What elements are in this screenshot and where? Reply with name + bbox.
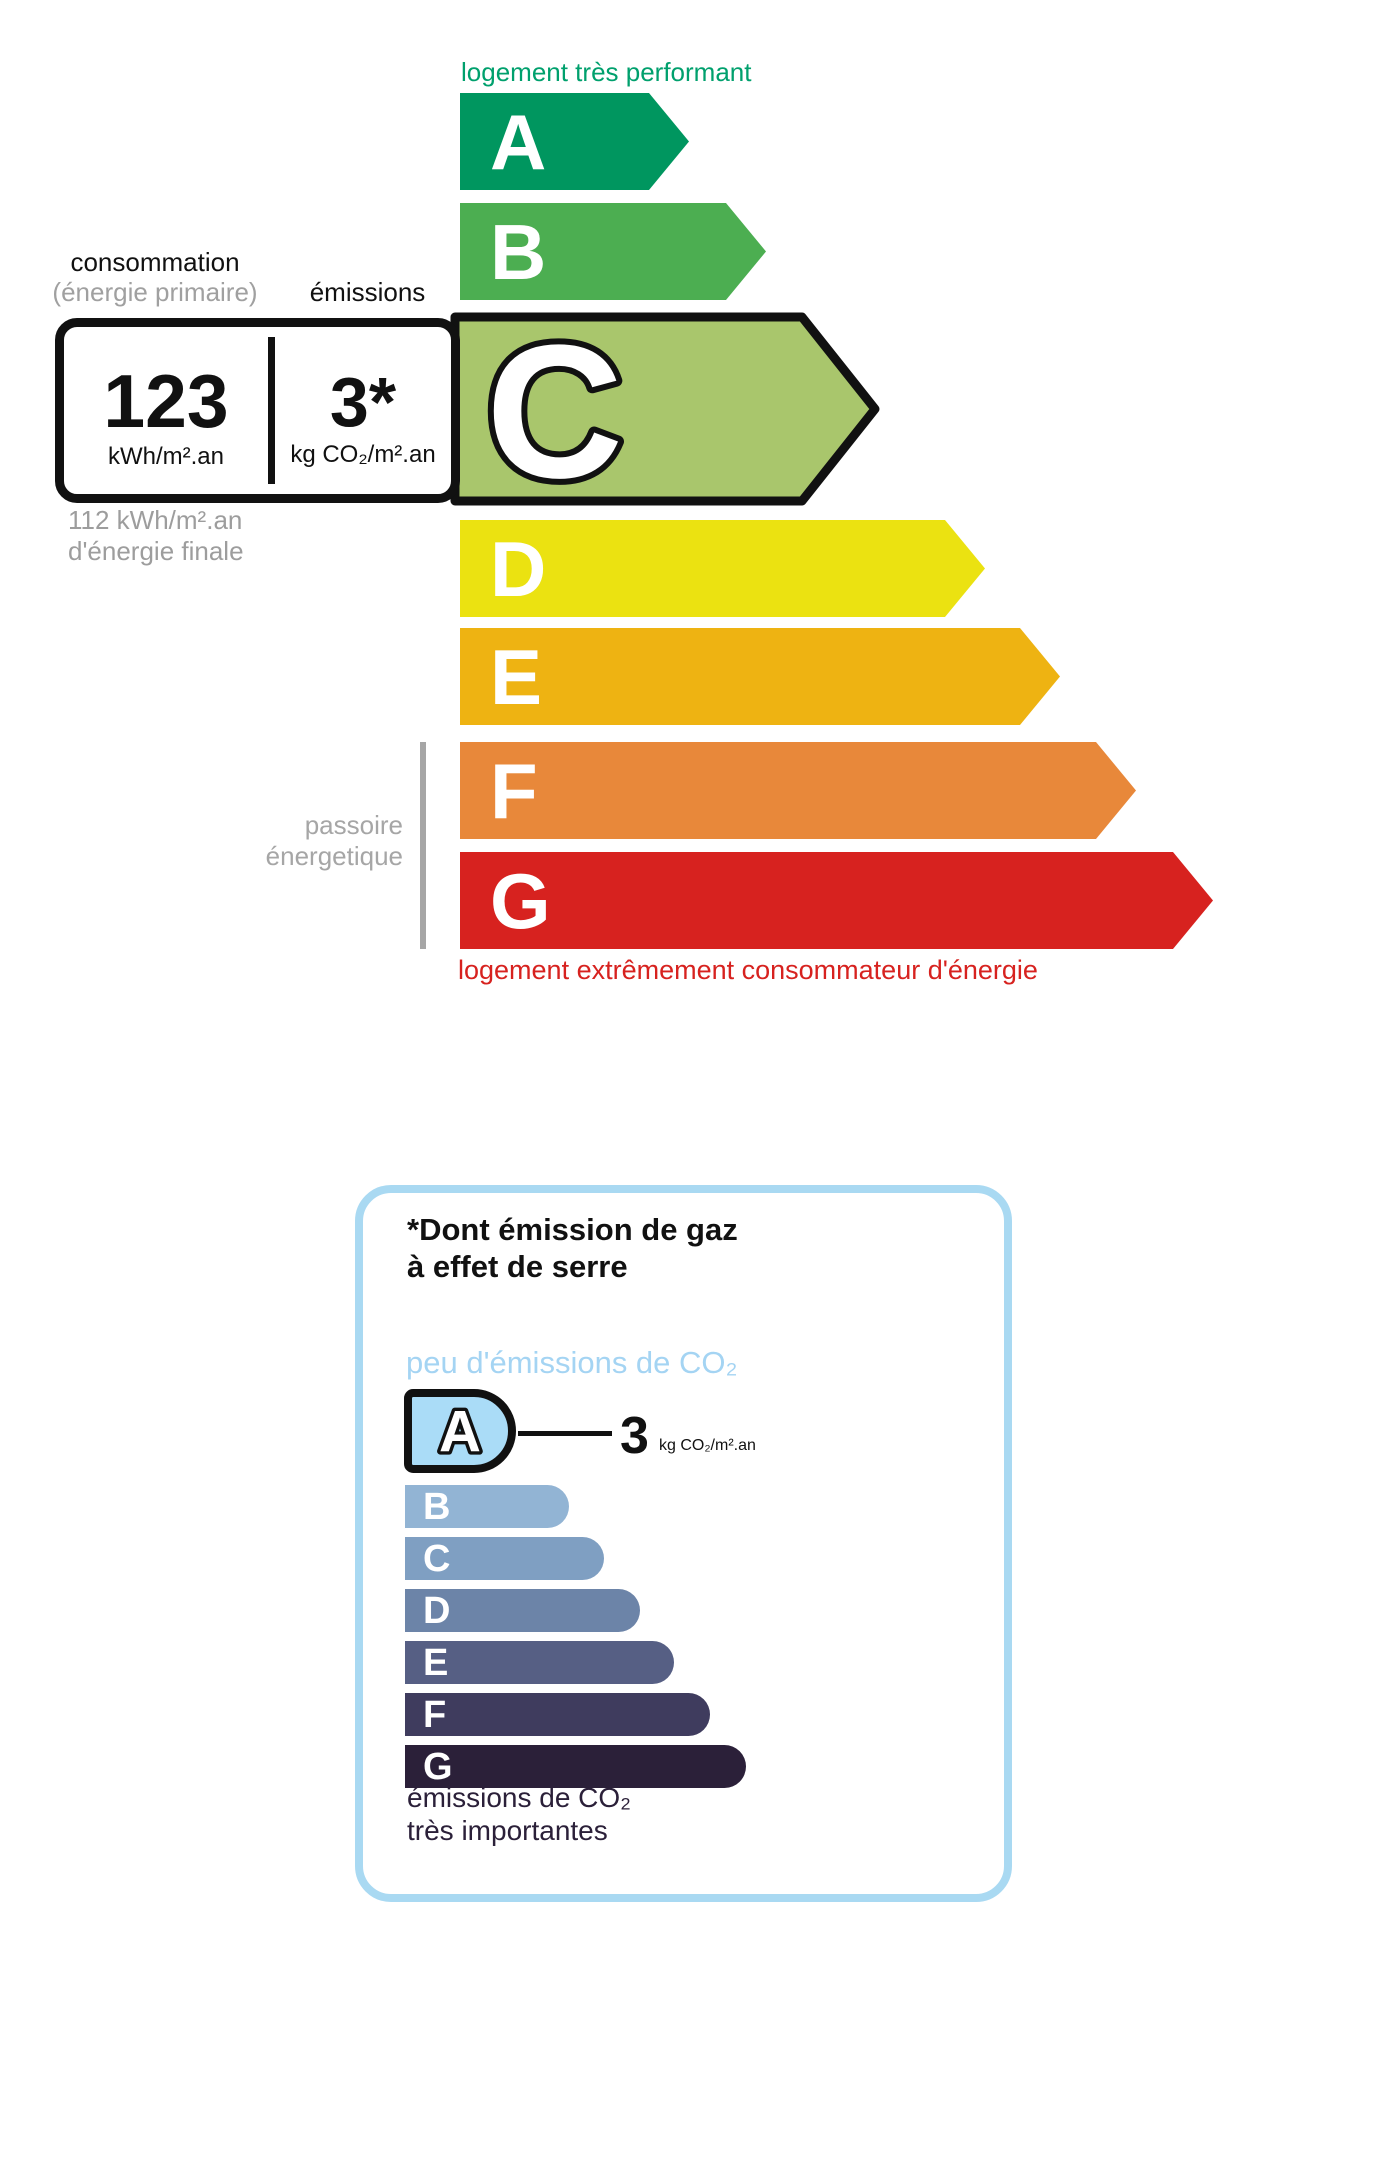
emissions-cell: 3* kg CO₂/m².an — [275, 327, 451, 494]
energy-class-bar-e: E — [460, 628, 1060, 725]
emissions-header: émissions — [309, 277, 426, 307]
energy-class-bar-c-current-rating: C — [450, 311, 880, 507]
co2-class-letter-f: F — [423, 1693, 447, 1736]
co2-class-letter-d: D — [423, 1589, 451, 1632]
energy-class-letter-a: A — [490, 97, 547, 186]
co2-class-bar-f: F — [405, 1693, 710, 1736]
final-energy-line1: 112 kWh/m².an — [68, 505, 243, 535]
co2-class-bar-d: D — [405, 1589, 640, 1632]
co2-value: 3 — [620, 1407, 649, 1465]
bottom-performance-label: logement extrêmement consommateur d'éner… — [458, 955, 1038, 985]
value-box-divider — [268, 337, 275, 484]
co2-scale-bottom-line1: émissions de CO₂ — [407, 1782, 632, 1813]
energy-class-letter-c: C — [486, 311, 623, 507]
co2-class-bar-e: E — [405, 1641, 674, 1684]
final-energy-note: 112 kWh/m².an d'énergie finale — [68, 505, 244, 567]
co2-scale-bottom-label: émissions de CO₂ très importantes — [407, 1781, 631, 1847]
co2-class-letter-c: C — [423, 1537, 451, 1580]
emissions-unit: kg CO₂/m².an — [290, 440, 436, 468]
co2-panel-title-line2: à effet de serre — [407, 1249, 628, 1284]
energy-class-letter-f: F — [490, 746, 538, 835]
co2-class-letter-a: A — [439, 1400, 481, 1465]
energy-class-letter-d: D — [490, 524, 547, 613]
co2-class-letter-a-svg: A — [436, 1398, 485, 1465]
co2-value-unit: kg CO₂/m².an — [659, 1437, 756, 1454]
co2-class-letter-e: E — [423, 1641, 449, 1684]
consumption-header-line1: consommation — [70, 247, 240, 277]
co2-class-bar-g: G — [405, 1745, 746, 1788]
passoire-energetique-label: passoire énergetique — [140, 810, 403, 872]
co2-panel-title: *Dont émission de gaz à effet de serre — [407, 1211, 738, 1285]
co2-scale-bottom-line2: très importantes — [407, 1815, 608, 1846]
co2-panel-title-line1: *Dont émission de gaz — [407, 1212, 738, 1247]
energy-class-bar-b: B — [460, 203, 766, 300]
top-performance-label: logement très performant — [461, 57, 752, 87]
co2-value-connector-line — [518, 1431, 612, 1436]
passoire-bracket-line — [420, 742, 426, 949]
co2-emissions-panel: *Dont émission de gaz à effet de serre p… — [355, 1185, 1012, 1902]
energy-class-letter-g: G — [490, 856, 551, 945]
energy-class-letter-e: E — [490, 632, 543, 721]
co2-class-bar-b: B — [405, 1485, 569, 1528]
primary-energy-unit: kWh/m².an — [107, 443, 224, 470]
energy-class-letter-b: B — [490, 207, 547, 296]
energy-class-bar-a: A — [460, 93, 689, 190]
passoire-line1: passoire — [304, 810, 403, 840]
consumption-header-line2: (énergie primaire) — [52, 277, 258, 307]
passoire-line2: énergetique — [265, 841, 403, 871]
consumption-value-box: 123 kWh/m².an 3* kg CO₂/m².an — [55, 318, 460, 503]
co2-scale-top-label: peu d'émissions de CO₂ — [406, 1345, 738, 1380]
co2-class-letter-b: B — [423, 1485, 451, 1528]
co2-class-bar-c: C — [405, 1537, 604, 1580]
primary-energy-value: 123 — [103, 359, 229, 443]
final-energy-line2: d'énergie finale — [68, 536, 244, 566]
co2-class-bar-a-current-rating: A — [404, 1389, 516, 1473]
emissions-value: 3* — [329, 362, 397, 441]
energy-class-bar-d: D — [460, 520, 985, 617]
energy-class-bar-g: G — [460, 852, 1213, 949]
energy-class-bar-f: F — [460, 742, 1136, 839]
primary-energy-cell: 123 kWh/m².an — [64, 327, 268, 494]
co2-class-letter-g: G — [423, 1745, 453, 1788]
consumption-header: consommation (énergie primaire) — [30, 247, 280, 307]
